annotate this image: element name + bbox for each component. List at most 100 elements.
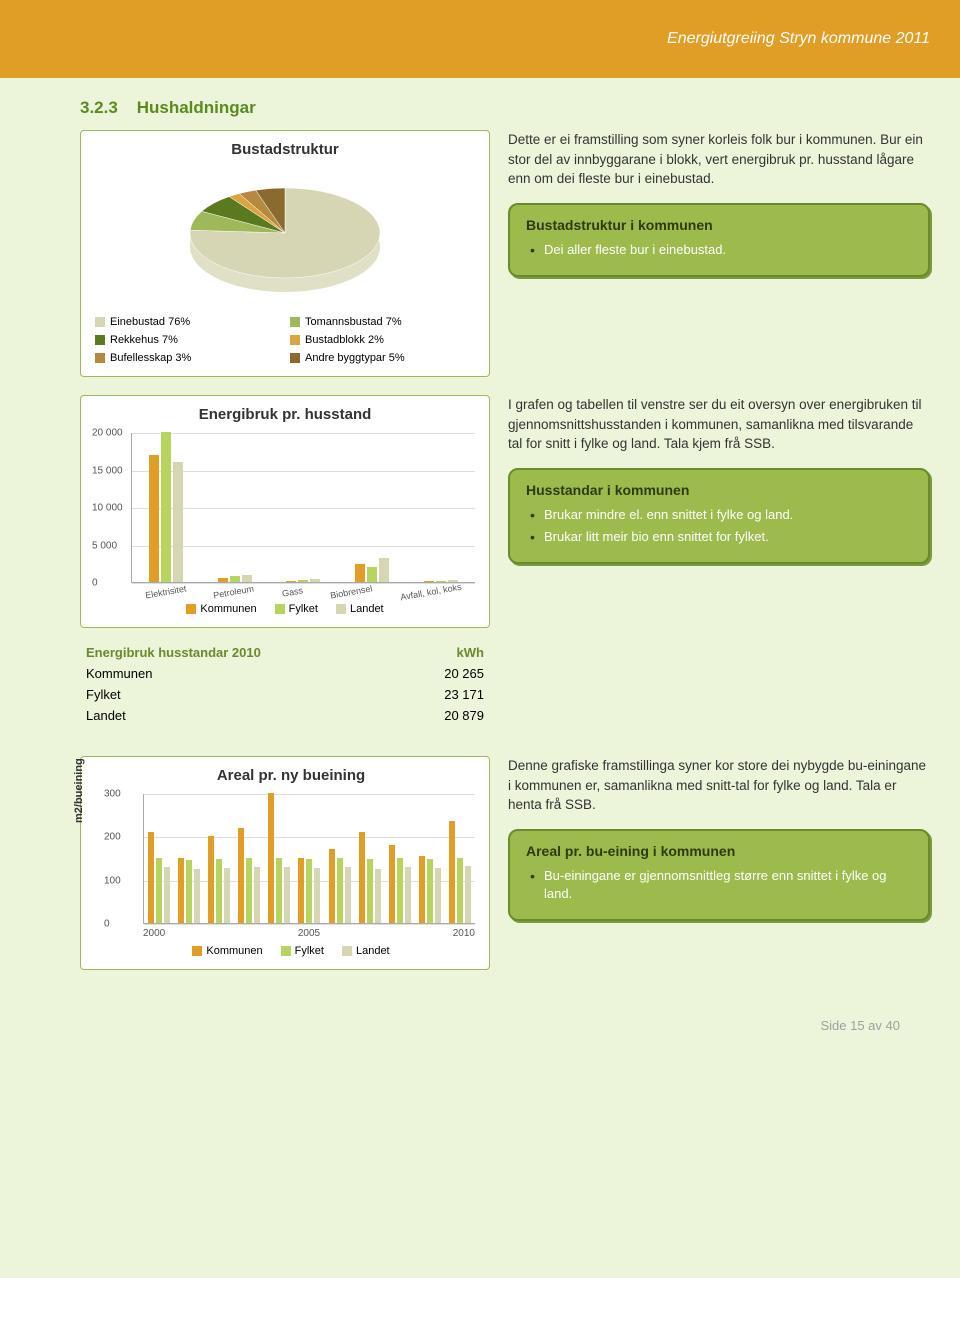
callout-item: Dei aller fleste bur i einebustad.	[530, 241, 912, 259]
callout-item: Brukar litt meir bio enn snittet for fyl…	[530, 528, 912, 546]
bar	[238, 828, 244, 923]
legend-swatch	[275, 604, 285, 614]
bar	[216, 859, 222, 923]
bar	[355, 564, 365, 582]
legend-swatch	[336, 604, 346, 614]
section-number: 3.2.3	[80, 98, 118, 117]
bar-legend-item: Landet	[336, 603, 384, 615]
table-row: Kommunen20 265	[80, 663, 490, 684]
bar-group	[389, 845, 411, 923]
bar	[186, 860, 192, 923]
table-header-label: Energibruk husstandar 2010	[86, 645, 261, 660]
ytick-label: 10 000	[92, 503, 123, 514]
legend-swatch	[192, 946, 202, 956]
legend-swatch	[95, 317, 105, 327]
bar-group	[268, 793, 290, 923]
pie-legend-item: Tomannsbustad 7%	[290, 316, 461, 328]
table-header-unit: kWh	[457, 645, 484, 660]
pie-legend: Einebustad 76% Tomannsbustad 7% Rekkehus 7…	[95, 316, 475, 364]
pie-legend-item: Einebustad 76%	[95, 316, 266, 328]
bar-group	[298, 858, 320, 923]
callout3-title: Areal pr. bu-eining i kommunen	[526, 843, 912, 859]
legend-label: Fylket	[295, 945, 324, 957]
bar	[310, 579, 320, 582]
table-row: Landet20 879	[80, 705, 490, 726]
areal-yaxis-title: m2/bueining	[73, 758, 85, 823]
bar-group	[449, 821, 471, 923]
section-heading: 3.2.3 Hushaldningar	[80, 98, 930, 118]
legend-label: Kommunen	[206, 945, 262, 957]
bar-group	[148, 832, 170, 923]
xcat-label: Petroleum	[213, 584, 255, 601]
bar	[329, 849, 335, 923]
bar	[173, 462, 183, 582]
bar	[435, 868, 441, 923]
legend-swatch	[95, 353, 105, 363]
xcat-label: Biobrensel	[329, 583, 373, 600]
bar	[148, 832, 154, 923]
pie-legend-item: Bustadblokk 2%	[290, 334, 461, 346]
bar	[424, 581, 434, 582]
bar	[419, 856, 425, 923]
bar-group	[286, 579, 320, 582]
callout-bustadstruktur: Bustadstruktur i kommunen Dei aller fles…	[508, 203, 930, 277]
bar-group	[238, 828, 260, 923]
pie-legend-item: Andre byggtypar 5%	[290, 352, 461, 364]
header-title: Energiutgreiing Stryn kommune 2011	[667, 30, 930, 48]
bar	[405, 867, 411, 923]
areal-text: Denne grafiske framstillinga syner kor s…	[508, 756, 930, 815]
header-band: Energiutgreiing Stryn kommune 2011	[0, 0, 960, 78]
bar-chart-card: Energibruk pr. husstand 05 00010 00015 0…	[80, 395, 490, 628]
ytick-label: 100	[104, 875, 121, 886]
legend-swatch	[290, 317, 300, 327]
bar	[218, 578, 228, 583]
legend-label: Landet	[356, 945, 390, 957]
table-cell-label: Landet	[86, 708, 126, 723]
areal-chart-title: Areal pr. ny bueining	[107, 767, 475, 784]
pie-chart-title: Bustadstruktur	[95, 141, 475, 158]
bar	[242, 575, 252, 583]
legend-label: Bufellesskap 3%	[110, 352, 191, 364]
bar	[246, 858, 252, 923]
legend-label: Einebustad 76%	[110, 316, 190, 328]
bar	[268, 793, 274, 923]
bar	[314, 868, 320, 923]
bar-group	[208, 836, 230, 923]
callout1-title: Bustadstruktur i kommunen	[526, 217, 912, 233]
bar	[284, 867, 290, 923]
pie-chart-svg	[155, 168, 415, 308]
ytick-label: 0	[92, 578, 98, 589]
areal-chart-card: m2/bueining Areal pr. ny bueining 010020…	[80, 756, 490, 970]
legend-label: Rekkehus 7%	[110, 334, 178, 346]
bar	[367, 567, 377, 582]
legend-swatch	[290, 335, 300, 345]
bar	[254, 867, 260, 923]
bar	[230, 576, 240, 582]
bar	[375, 869, 381, 923]
bar	[397, 858, 403, 923]
bar-group	[419, 856, 441, 923]
pie-legend-item: Rekkehus 7%	[95, 334, 266, 346]
bar	[178, 858, 184, 923]
xcat-label: Elektrisitet	[144, 583, 187, 600]
xcat-label: Gass	[281, 585, 303, 598]
callout-item: Bu-einingane er gjennomsnittleg større e…	[530, 867, 912, 903]
table-cell-label: Fylket	[86, 687, 121, 702]
page-footer: Side 15 av 40	[80, 988, 930, 1043]
bar	[427, 859, 433, 923]
areal-legend-item: Kommunen	[192, 945, 262, 957]
bar	[457, 858, 463, 923]
legend-swatch	[281, 946, 291, 956]
section-title: Hushaldningar	[137, 98, 256, 117]
bar	[164, 867, 170, 923]
bar	[286, 581, 296, 583]
xtick-label: 2005	[298, 928, 320, 939]
ytick-label: 20 000	[92, 428, 123, 439]
bar-chart-title: Energibruk pr. husstand	[95, 406, 475, 423]
ytick-label: 200	[104, 832, 121, 843]
bar	[224, 868, 230, 923]
ytick-label: 5 000	[92, 540, 117, 551]
bar	[345, 867, 351, 923]
table-row: Fylket23 171	[80, 684, 490, 705]
areal-chart-area: 0100200300	[143, 794, 475, 924]
